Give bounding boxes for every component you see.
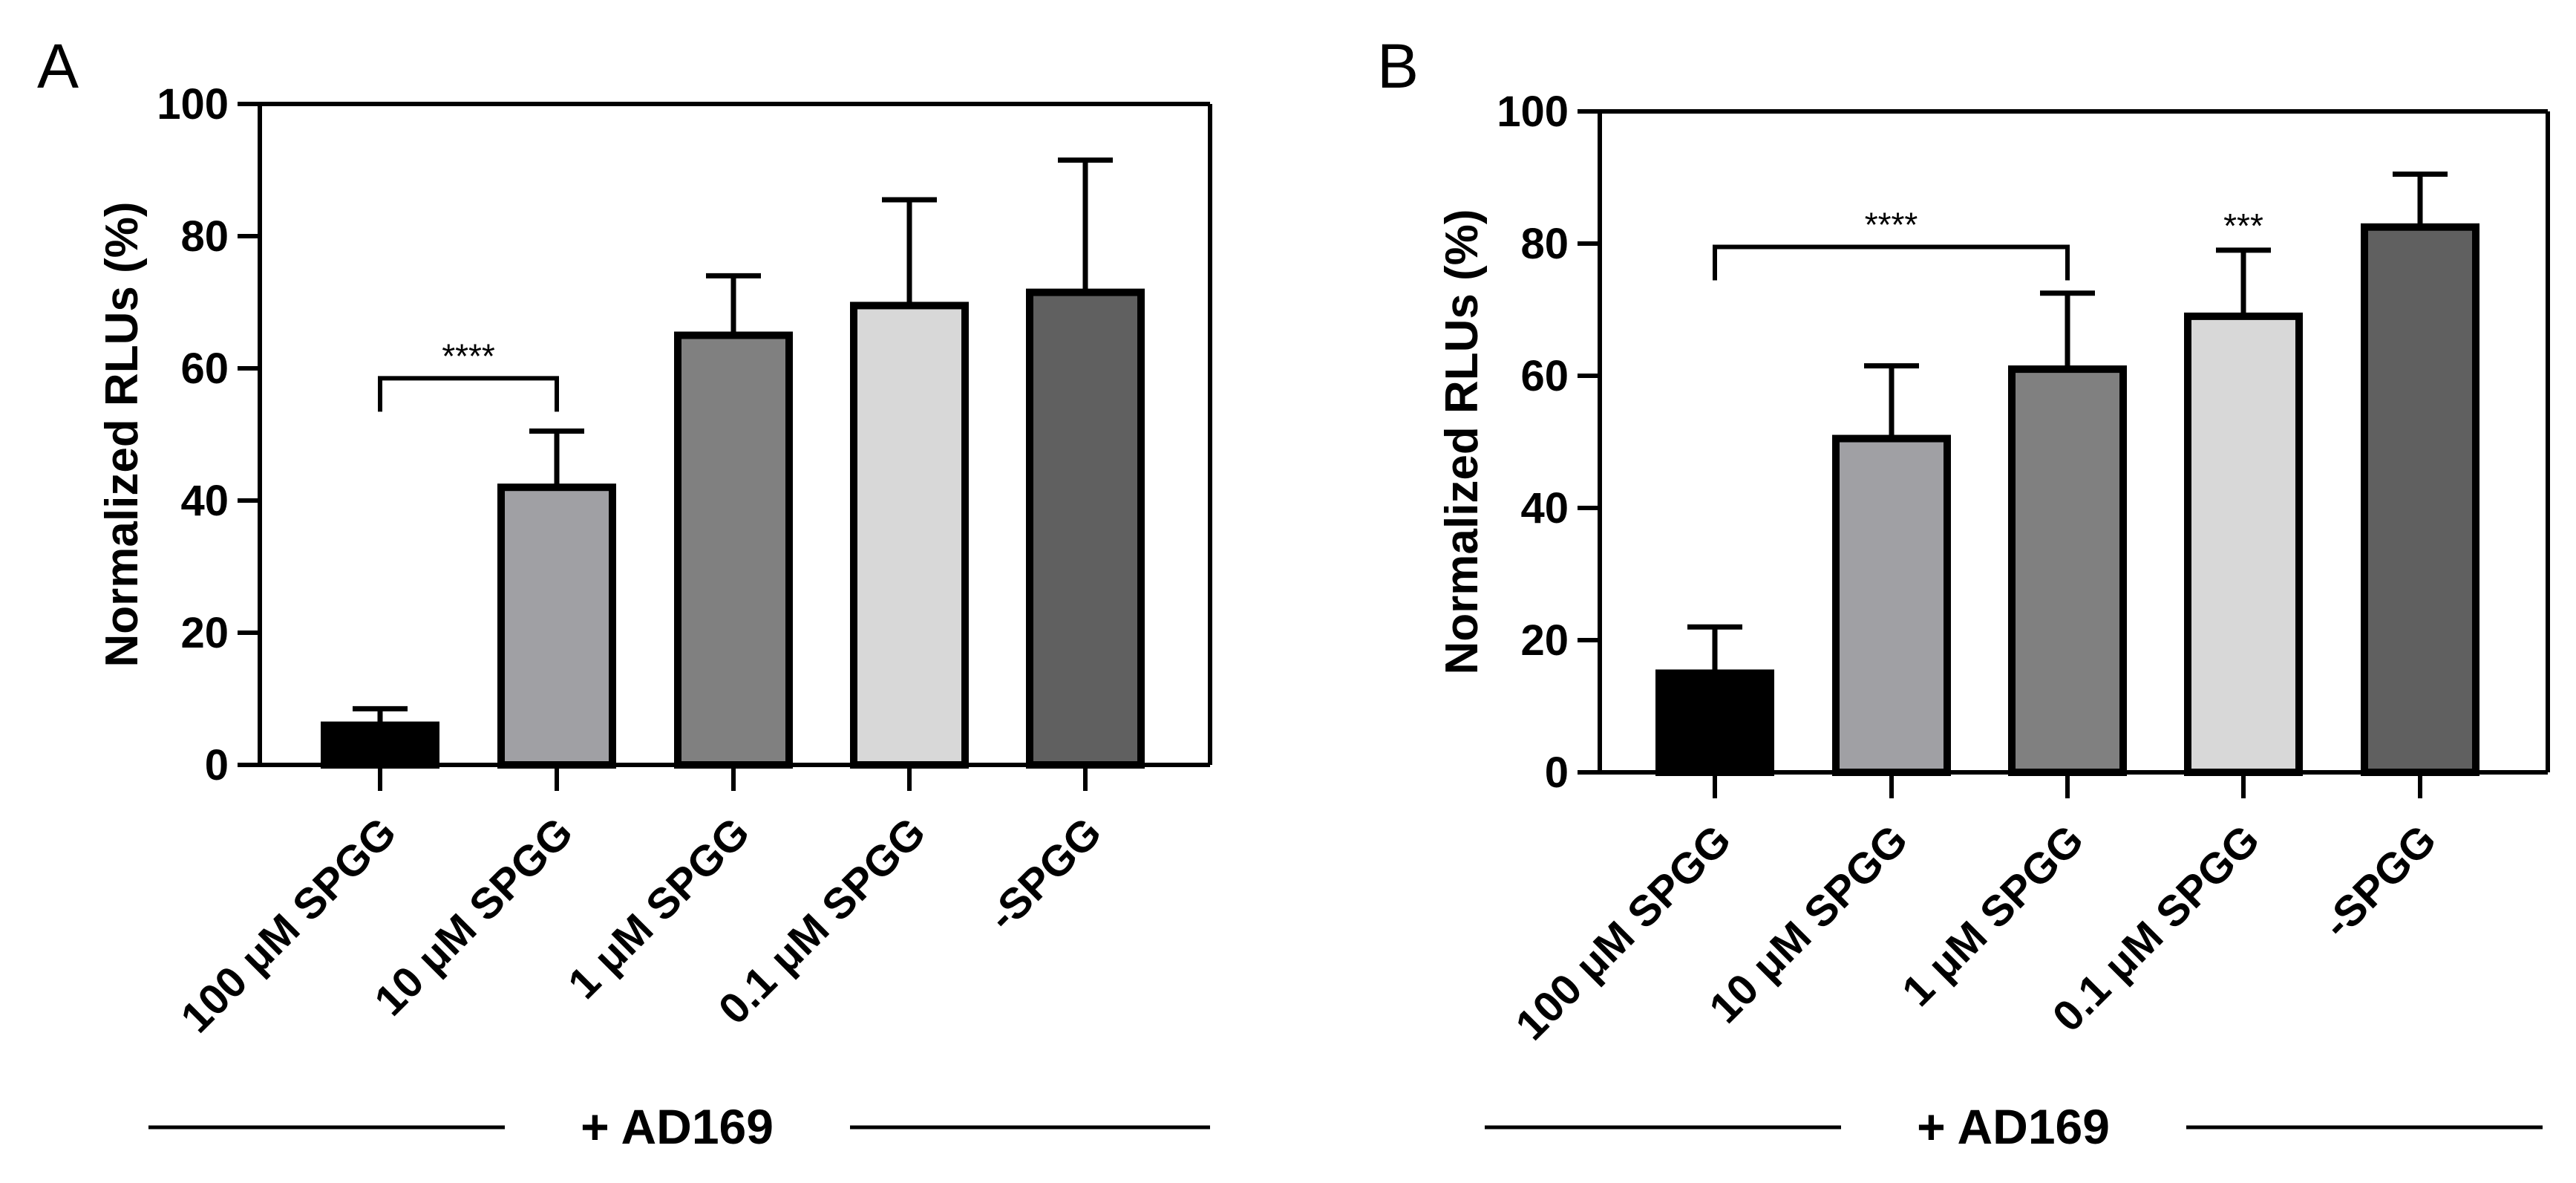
significance-bracket [1713, 244, 2070, 281]
bar [2184, 312, 2303, 776]
y-tick-label: 60 [180, 345, 229, 393]
bar [2361, 223, 2479, 776]
bar [1026, 288, 1145, 769]
y-tick-label: 20 [180, 609, 229, 657]
y-tick-label: 20 [1520, 616, 1569, 665]
bar [2008, 365, 2127, 777]
category-label: -SPGG [2313, 815, 2445, 948]
category-label: 100 μM SPGG [171, 808, 405, 1042]
significance-label: **** [442, 336, 495, 375]
significance-label: **** [1865, 205, 1918, 244]
panel-letter: B [1377, 31, 1419, 101]
bar [1832, 434, 1951, 776]
y-axis-label: Normalized RLUs (%) [1436, 209, 1488, 675]
group-label: + AD169 [1917, 1099, 2110, 1154]
significance-bracket [378, 376, 559, 412]
y-tick-label: 100 [1497, 88, 1569, 136]
category-label: 1 μM SPGG [1893, 815, 2093, 1015]
y-axis-label: Normalized RLUs (%) [97, 202, 148, 668]
bar [321, 721, 439, 769]
bar [1655, 669, 1774, 776]
category-label: 100 μM SPGG [1506, 815, 1740, 1049]
significance-label: *** [2223, 206, 2263, 245]
bar [674, 331, 793, 769]
y-tick-label: 100 [157, 80, 229, 128]
category-label: -SPGG [978, 808, 1111, 940]
panel-letter: A [37, 31, 79, 101]
group-label: + AD169 [581, 1099, 774, 1154]
y-tick-label: 60 [1520, 352, 1569, 400]
y-tick-label: 0 [205, 741, 229, 789]
bar [850, 302, 969, 769]
y-tick-label: 40 [180, 477, 229, 525]
y-tick-label: 80 [1520, 220, 1569, 268]
y-tick-label: 80 [180, 212, 229, 261]
category-label: 1 μM SPGG [559, 808, 759, 1008]
bar [497, 483, 616, 769]
y-tick-label: 40 [1520, 484, 1569, 532]
y-tick-label: 0 [1545, 749, 1569, 797]
